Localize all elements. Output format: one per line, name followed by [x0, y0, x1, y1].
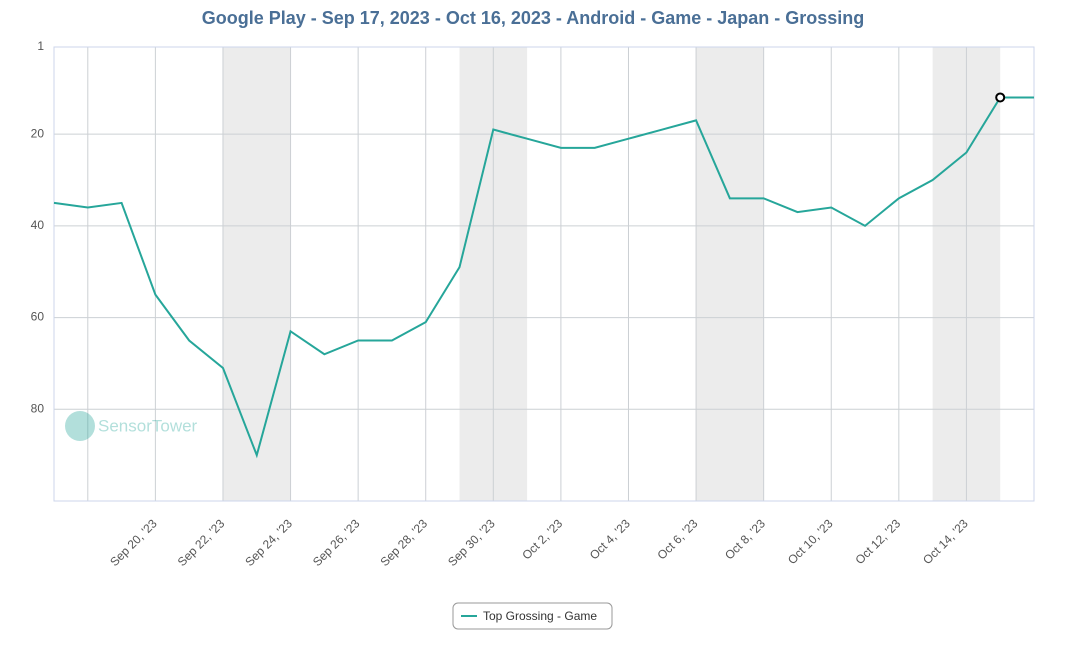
x-tick-label: Oct 12, '23	[853, 516, 904, 567]
x-tick-label: Oct 14, '23	[920, 516, 971, 567]
y-tick-label: 60	[31, 310, 45, 324]
watermark: SensorTower	[65, 411, 198, 441]
chart-title: Google Play - Sep 17, 2023 - Oct 16, 202…	[202, 8, 865, 28]
x-tick-label: Oct 6, '23	[654, 516, 700, 562]
data-line	[53, 96, 1034, 459]
x-tick-label: Sep 22, '23	[175, 516, 228, 569]
highlight-point	[995, 92, 1006, 103]
legend-box	[452, 602, 613, 630]
x-tick-label: Sep 30, '23	[445, 516, 498, 569]
x-tick-label: Oct 4, '23	[587, 516, 633, 562]
weekend-band	[696, 47, 764, 501]
x-tick-label: Sep 26, '23	[310, 516, 363, 569]
x-tick-label: Sep 28, '23	[378, 516, 431, 569]
watermark-logo	[65, 411, 95, 441]
watermark-text: SensorTower	[98, 416, 198, 435]
x-tick-label: Sep 20, '23	[107, 516, 160, 569]
x-tick-label: Oct 8, '23	[722, 516, 768, 562]
plot-border	[53, 46, 1035, 502]
x-tick-label: Oct 10, '23	[785, 516, 836, 567]
x-tick-label: Sep 24, '23	[242, 516, 295, 569]
y-tick-label: 80	[31, 401, 45, 415]
weekend-band	[222, 47, 291, 501]
y-tick-label: 20	[31, 126, 45, 140]
y-tick-label: 40	[31, 218, 45, 232]
legend-label: Top Grossing - Game	[483, 609, 597, 623]
y-tick-label: 1	[37, 39, 44, 53]
x-tick-label: Oct 2, '23	[519, 516, 565, 562]
